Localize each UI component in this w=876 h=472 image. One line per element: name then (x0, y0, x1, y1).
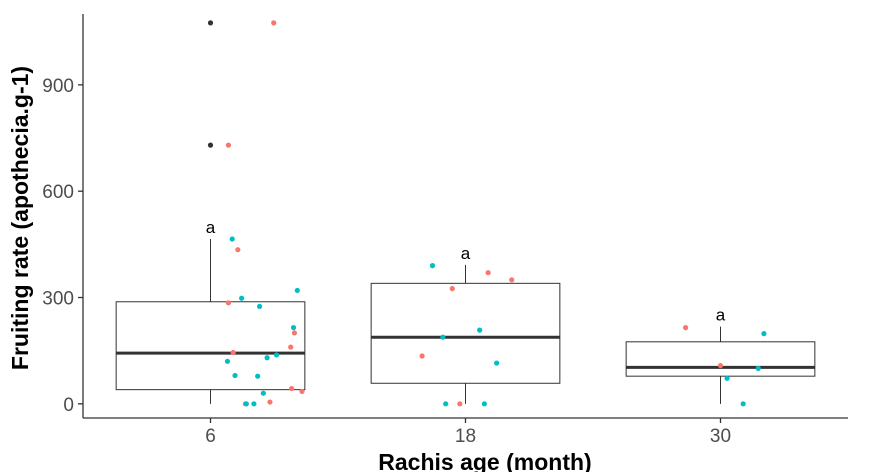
y-tick-label: 600 (42, 182, 74, 203)
data-point (761, 331, 767, 337)
data-point (289, 385, 295, 392)
data-point (477, 327, 483, 333)
data-point (230, 349, 236, 356)
data-point (224, 358, 231, 364)
data-point (225, 142, 232, 148)
data-point (290, 325, 297, 331)
box-group-18: a (370, 244, 561, 404)
axes: 0 300 600 900 6 18 30 (42, 76, 731, 447)
data-point (251, 401, 257, 407)
data-point (440, 334, 446, 340)
y-axis-title: Fruiting rate (apothecia.g-1) (7, 66, 33, 370)
box-group-6: a (115, 20, 306, 404)
data-point (273, 352, 280, 358)
data-point (740, 401, 746, 407)
data-point (717, 362, 724, 369)
x-axis-title: Rachis age (month) (378, 449, 591, 472)
significance-letter: a (461, 244, 471, 263)
data-point (243, 401, 249, 407)
significance-letter: a (206, 218, 216, 237)
data-point (443, 401, 449, 407)
data-point (755, 365, 761, 371)
y-tick-label: 300 (42, 289, 74, 310)
data-point (271, 20, 277, 26)
data-point (264, 355, 270, 361)
box-group-30: a (625, 306, 816, 404)
data-point (457, 401, 463, 407)
data-point (291, 330, 298, 336)
y-tick-label: 0 (63, 395, 74, 416)
data-point (225, 300, 232, 306)
significance-letter: a (716, 306, 726, 325)
data-point (232, 372, 238, 379)
data-point (267, 399, 273, 405)
x-tick-label: 30 (710, 426, 731, 447)
box-iqr (625, 341, 816, 377)
data-point (485, 270, 491, 276)
data-point (682, 325, 689, 331)
data-point (299, 388, 305, 395)
data-point (235, 247, 241, 253)
data-point (724, 375, 730, 381)
y-tick-label: 900 (42, 76, 74, 97)
data-point (419, 353, 425, 359)
data-point (229, 236, 235, 242)
data-point (260, 390, 266, 396)
data-point (494, 360, 500, 366)
data-point (509, 277, 515, 283)
box-iqr (370, 282, 561, 384)
data-point (429, 263, 436, 269)
outlier-point (207, 20, 214, 26)
data-point (255, 373, 261, 379)
data-point (449, 286, 455, 292)
data-point (481, 401, 487, 407)
data-point (239, 295, 245, 301)
x-tick-label: 18 (455, 426, 476, 447)
plot-area: a a a (115, 20, 816, 407)
data-point (294, 287, 300, 294)
x-tick-label: 6 (205, 426, 216, 447)
box-iqr (115, 301, 306, 391)
data-point (288, 344, 294, 350)
outlier-point (207, 142, 214, 148)
data-point (256, 303, 263, 309)
